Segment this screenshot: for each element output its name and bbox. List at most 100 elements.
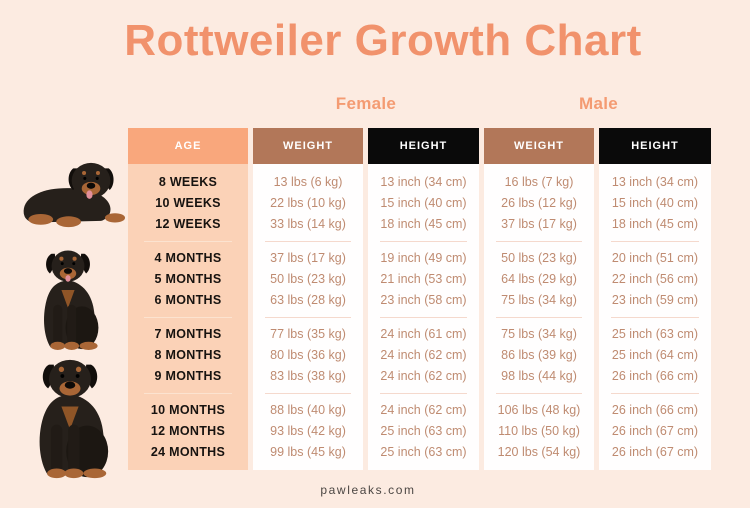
value-cell: 50 lbs (23 kg) [270,272,346,286]
column-body-male-weight: 16 lbs (7 kg) 26 lbs (12 kg) 37 lbs (17 kg… [484,164,594,470]
group-separator [611,241,699,242]
value-cell: 106 lbs (48 kg) [497,403,581,417]
value-cell: 24 inch (61 cm) [380,327,467,341]
male-group-label: Male [579,94,618,113]
value-cell: 26 inch (67 cm) [611,424,699,438]
value-cell: 15 inch (40 cm) [611,196,699,210]
group-separator [380,317,467,318]
value-cell: 23 inch (59 cm) [611,293,699,307]
value-cell: 22 inch (56 cm) [611,272,699,286]
value-cell: 24 inch (62 cm) [380,348,467,362]
group-separator [265,241,351,242]
growth-table: AGE 8 WEEKS 10 WEEKS 12 WEEKS 4 MONTHS 5 MONT… [128,128,711,470]
column-female-weight: WEIGHT 13 lbs (6 kg) 22 lbs (10 kg) 33 lbs … [253,128,363,470]
age-cell: 8 WEEKS [158,175,218,189]
value-cell: 24 inch (62 cm) [380,403,467,417]
column-header-age: AGE [128,128,248,164]
column-header-female-height: HEIGHT [368,128,479,164]
value-cell: 26 inch (67 cm) [611,445,699,459]
value-cell: 20 inch (51 cm) [611,251,699,265]
group-separator [144,241,232,242]
value-cell: 26 lbs (12 kg) [501,196,577,210]
column-male-height: HEIGHT 13 inch (34 cm) 15 inch (40 cm) 18 i… [599,128,711,470]
group-separator [496,241,582,242]
value-cell: 13 lbs (6 kg) [273,175,343,189]
value-cell: 25 inch (63 cm) [380,445,467,459]
dog-adult-illustration [39,359,109,479]
female-group-label: Female [335,94,397,113]
group-separator [265,317,351,318]
value-cell: 23 inch (58 cm) [380,293,467,307]
value-cell: 63 lbs (28 kg) [270,293,346,307]
value-cell: 99 lbs (45 kg) [270,445,346,459]
value-cell: 18 inch (45 cm) [380,217,467,231]
group-separator [144,317,232,318]
value-cell: 33 lbs (14 kg) [270,217,346,231]
page-title: Rottweiler Growth Chart [124,16,642,65]
value-cell: 80 lbs (36 kg) [270,348,346,362]
column-age: AGE 8 WEEKS 10 WEEKS 12 WEEKS 4 MONTHS 5 MONT… [128,128,248,470]
website-credit: pawleaks.com [320,483,416,497]
value-cell: 110 lbs (50 kg) [498,424,580,438]
rottweiler-juvenile-photo [31,240,105,358]
group-separator [380,241,467,242]
value-cell: 13 inch (34 cm) [611,175,699,189]
column-body-female-weight: 13 lbs (6 kg) 22 lbs (10 kg) 33 lbs (14 kg… [253,164,363,470]
group-separator [265,393,351,394]
value-cell: 98 lbs (44 kg) [501,369,577,383]
value-cell: 75 lbs (34 kg) [501,327,577,341]
value-cell: 75 lbs (34 kg) [501,293,577,307]
value-cell: 50 lbs (23 kg) [501,251,577,265]
value-cell: 15 inch (40 cm) [380,196,467,210]
age-cell: 4 MONTHS [154,251,222,265]
group-separator [496,393,582,394]
age-cell: 9 MONTHS [154,369,222,383]
column-body-male-height: 13 inch (34 cm) 15 inch (40 cm) 18 inch (4… [599,164,711,470]
value-cell: 21 inch (53 cm) [380,272,467,286]
value-cell: 18 inch (45 cm) [611,217,699,231]
age-cell: 12 MONTHS [150,424,226,438]
value-cell: 86 lbs (39 kg) [501,348,577,362]
value-cell: 25 inch (64 cm) [611,348,699,362]
column-male-weight: WEIGHT 16 lbs (7 kg) 26 lbs (12 kg) 37 lbs … [484,128,594,470]
group-separator [611,317,699,318]
group-separator [380,393,467,394]
group-separator [144,393,232,394]
age-cell: 6 MONTHS [154,293,222,307]
value-cell: 25 inch (63 cm) [380,424,467,438]
value-cell: 26 inch (66 cm) [611,403,699,417]
dog-puppy-illustration [23,162,126,228]
age-cell: 8 MONTHS [154,348,222,362]
value-cell: 16 lbs (7 kg) [504,175,574,189]
value-cell: 88 lbs (40 kg) [270,403,346,417]
column-header-male-height: HEIGHT [599,128,711,164]
value-cell: 37 lbs (17 kg) [270,251,346,265]
value-cell: 120 lbs (54 kg) [497,445,581,459]
column-header-female-weight: WEIGHT [253,128,363,164]
age-cell: 5 MONTHS [154,272,222,286]
age-cell: 24 MONTHS [150,445,226,459]
value-cell: 24 inch (62 cm) [380,369,467,383]
age-cell: 7 MONTHS [154,327,222,341]
column-body-age: 8 WEEKS 10 WEEKS 12 WEEKS 4 MONTHS 5 MONTHS 6… [128,164,248,470]
dog-juvenile-illustration [44,250,99,350]
rottweiler-adult-photo [22,356,118,480]
column-female-height: HEIGHT 13 inch (34 cm) 15 inch (40 cm) 18 i… [368,128,479,470]
value-cell: 19 inch (49 cm) [380,251,467,265]
rottweiler-puppy-photo [16,150,132,230]
value-cell: 77 lbs (35 kg) [270,327,346,341]
value-cell: 37 lbs (17 kg) [501,217,577,231]
age-cell: 12 WEEKS [155,217,221,231]
value-cell: 26 inch (66 cm) [611,369,699,383]
group-separator [611,393,699,394]
column-body-female-height: 13 inch (34 cm) 15 inch (40 cm) 18 inch (4… [368,164,479,470]
age-cell: 10 MONTHS [150,403,226,417]
value-cell: 64 lbs (29 kg) [501,272,577,286]
group-separator [496,317,582,318]
value-cell: 13 inch (34 cm) [380,175,467,189]
value-cell: 25 inch (63 cm) [611,327,699,341]
value-cell: 83 lbs (38 kg) [270,369,346,383]
column-header-male-weight: WEIGHT [484,128,594,164]
age-cell: 10 WEEKS [155,196,221,210]
value-cell: 93 lbs (42 kg) [270,424,346,438]
